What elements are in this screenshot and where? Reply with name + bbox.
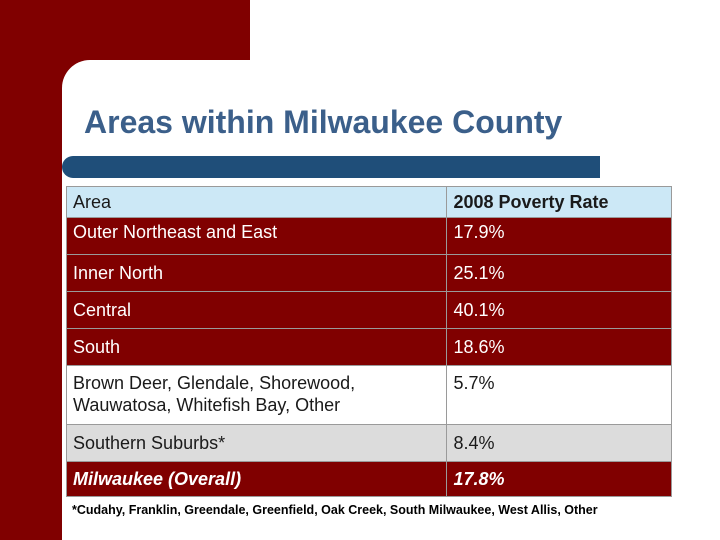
area-cell: Inner North (65, 254, 448, 292)
column-header-area: Area (65, 186, 448, 218)
table-row: Central 40.1% (65, 291, 672, 329)
table-row: Southern Suburbs* 8.4% (65, 424, 672, 462)
area-cell: Brown Deer, Glendale, Shorewood, Wauwato… (65, 365, 448, 425)
table-row: South 18.6% (65, 328, 672, 366)
column-header-poverty-rate: 2008 Poverty Rate (446, 186, 672, 218)
area-cell: Outer Northeast and East (65, 217, 448, 255)
rate-cell: 17.9% (446, 217, 672, 255)
table-total-row: Milwaukee (Overall) 17.8% (65, 461, 672, 497)
rate-cell: 17.8% (446, 461, 672, 497)
table-row: Brown Deer, Glendale, Shorewood, Wauwato… (65, 365, 672, 425)
footnote: *Cudahy, Franklin, Greendale, Greenfield… (72, 503, 598, 517)
table-row: Outer Northeast and East 17.9% (65, 217, 672, 255)
title-underline-bar (62, 156, 600, 178)
rate-cell: 25.1% (446, 254, 672, 292)
table-row: Inner North 25.1% (65, 254, 672, 292)
rate-cell: 18.6% (446, 328, 672, 366)
area-cell: Milwaukee (Overall) (65, 461, 448, 497)
area-cell: Southern Suburbs* (65, 424, 448, 462)
table-header-row: Area 2008 Poverty Rate (65, 186, 672, 218)
area-cell: South (65, 328, 448, 366)
rate-cell: 8.4% (446, 424, 672, 462)
area-cell: Central (65, 291, 448, 329)
rate-cell: 40.1% (446, 291, 672, 329)
rate-cell: 5.7% (446, 365, 672, 425)
poverty-rate-table: Area 2008 Poverty Rate Outer Northeast a… (65, 186, 672, 497)
slide-title: Areas within Milwaukee County (84, 104, 563, 140)
